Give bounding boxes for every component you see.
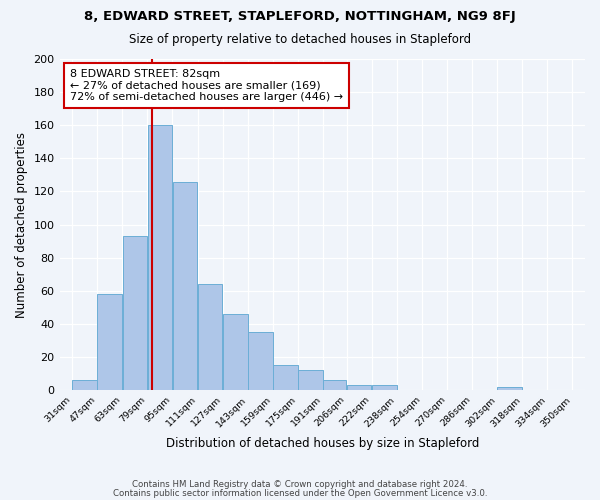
Bar [97, 294, 122, 390]
Bar [372, 385, 397, 390]
Bar [248, 332, 272, 390]
X-axis label: Distribution of detached houses by size in Stapleford: Distribution of detached houses by size … [166, 437, 479, 450]
Text: 8, EDWARD STREET, STAPLEFORD, NOTTINGHAM, NG9 8FJ: 8, EDWARD STREET, STAPLEFORD, NOTTINGHAM… [84, 10, 516, 23]
Bar [73, 380, 97, 390]
Bar [273, 366, 298, 390]
Bar [173, 182, 197, 390]
Bar [122, 236, 147, 390]
Bar [198, 284, 223, 390]
Text: Size of property relative to detached houses in Stapleford: Size of property relative to detached ho… [129, 32, 471, 46]
Bar [223, 314, 248, 390]
Bar [323, 380, 346, 390]
Bar [148, 125, 172, 390]
Text: Contains public sector information licensed under the Open Government Licence v3: Contains public sector information licen… [113, 488, 487, 498]
Y-axis label: Number of detached properties: Number of detached properties [15, 132, 28, 318]
Bar [298, 370, 323, 390]
Bar [497, 387, 522, 390]
Text: Contains HM Land Registry data © Crown copyright and database right 2024.: Contains HM Land Registry data © Crown c… [132, 480, 468, 489]
Bar [347, 385, 371, 390]
Text: 8 EDWARD STREET: 82sqm
← 27% of detached houses are smaller (169)
72% of semi-de: 8 EDWARD STREET: 82sqm ← 27% of detached… [70, 69, 343, 102]
